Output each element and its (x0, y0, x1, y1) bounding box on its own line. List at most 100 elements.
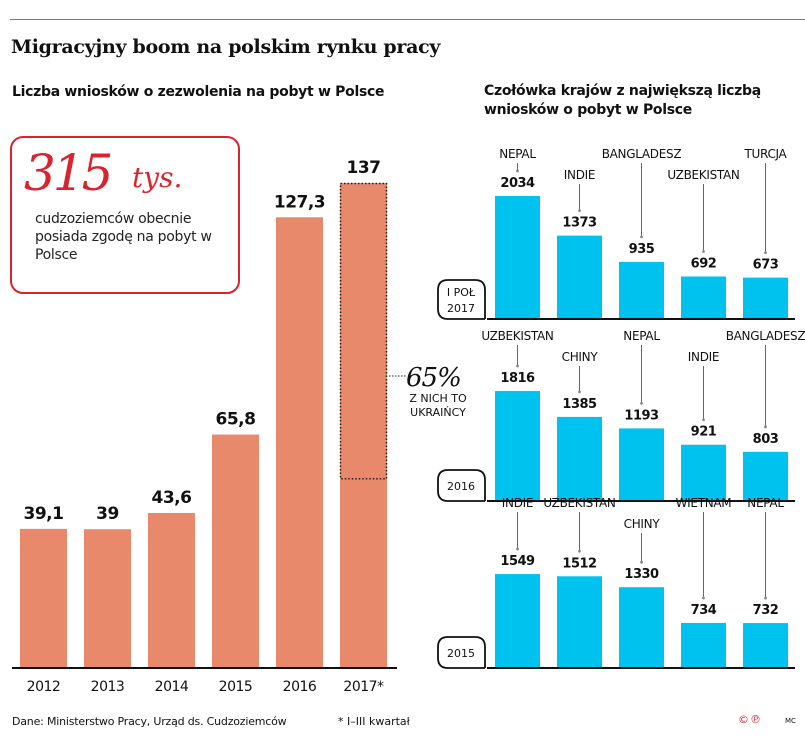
country-bar-uzbekistan (557, 576, 602, 667)
main-value-label: 65,8 (216, 410, 256, 430)
country-bar-nepal (495, 195, 540, 318)
main-year-label: 2012 (27, 679, 61, 695)
country-value-label: 732 (753, 603, 779, 618)
highlight-box (10, 136, 240, 294)
ukrainians-label-line2: UKRAIŃCY (410, 406, 466, 419)
highlight-unit: tys. (132, 161, 183, 194)
country-name-label: NEPAL (499, 147, 536, 161)
leader-dot (702, 418, 705, 422)
country-value-label: 2034 (500, 176, 535, 191)
leader-dot (516, 364, 519, 368)
leader-dot (578, 209, 581, 213)
period-label: I POŁ (447, 286, 476, 299)
country-bar-chiny (557, 416, 602, 500)
country-name-label: TURCJA (744, 147, 788, 161)
country-bar-nepal (619, 428, 664, 500)
country-bar-uzbekistan (495, 391, 540, 500)
main-bar-2014 (148, 512, 195, 667)
main-year-label: 2014 (155, 679, 189, 695)
right-chart-subtitle: Czołówka krajów z największą liczbą wnio… (484, 83, 761, 118)
period-label: 2017 (447, 302, 475, 315)
country-name-label: UZBEKISTAN (543, 496, 615, 510)
period-badge (437, 469, 486, 502)
period-badge (437, 279, 486, 320)
source-note: Dane: Ministerstwo Pracy, Urząd ds. Cudz… (12, 715, 287, 728)
country-value-label: 803 (753, 432, 779, 447)
country-name-label: UZBEKISTAN (667, 168, 739, 182)
main-value-label: 39,1 (24, 504, 64, 524)
country-name-label: INDIE (688, 350, 719, 364)
footnote: * I–III kwartał (338, 715, 410, 728)
country-bar-indie (681, 444, 726, 500)
leader-dot (640, 402, 643, 405)
main-value-label: 127,3 (274, 192, 325, 212)
country-value-label: 1193 (624, 408, 659, 423)
main-value-label: 43,6 (152, 488, 192, 508)
leader-dot (516, 547, 519, 551)
country-bar-uzbekistan (681, 276, 726, 318)
country-value-label: 1385 (562, 397, 597, 412)
page-title: Migracyjny boom na polskim rynku pracy (11, 36, 441, 58)
main-year-label: 2013 (91, 679, 125, 695)
top-rule (10, 19, 805, 20)
leader-dot (516, 169, 519, 173)
period-label: 2015 (447, 647, 475, 660)
left-chart-subtitle: Liczba wniosków o zezwolenia na pobyt w … (12, 84, 385, 100)
country-name-label: NEPAL (747, 496, 784, 510)
country-value-label: 1816 (500, 371, 535, 386)
ukrainians-share-outline (339, 182, 388, 480)
period-label: 2016 (447, 480, 475, 493)
main-year-label: 2015 (219, 679, 253, 695)
leader-dot (640, 235, 643, 239)
ukrainians-label-line1: Z NICH TO (409, 392, 467, 405)
country-bar-wietnam (681, 622, 726, 667)
country-value-label: 673 (753, 258, 779, 273)
country-name-label: INDIE (502, 496, 533, 510)
main-year-label: 2016 (283, 679, 317, 695)
country-value-label: 692 (691, 256, 717, 271)
country-value-label: 734 (691, 603, 717, 618)
leader-dot (702, 596, 705, 600)
country-bar-turcja (743, 277, 788, 318)
leader-dot (578, 549, 581, 553)
leader-dot (764, 596, 767, 600)
highlight-number: 315 (24, 144, 113, 202)
copyright-icon: ©℗ (738, 713, 762, 726)
ukrainians-label: Z NICH TO UKRAIŃCY (403, 392, 473, 420)
country-value-label: 1549 (500, 554, 535, 569)
country-name-label: UZBEKISTAN (481, 329, 553, 343)
country-bar-bangladesz (619, 261, 664, 318)
country-value-label: 1330 (624, 567, 659, 582)
main-bar-2017* (340, 183, 387, 667)
main-bar-2015 (212, 434, 259, 667)
country-name-label: INDIE (564, 168, 595, 182)
main-value-label: 137 (347, 158, 381, 178)
highlight-text: cudzoziemców obecnie posiada zgodę na po… (35, 211, 212, 263)
period-badge (437, 636, 486, 669)
leader-dot (764, 425, 767, 429)
country-name-label: CHINY (562, 350, 599, 364)
country-name-label: WIETNAM (676, 496, 732, 510)
country-bar-nepal (743, 623, 788, 667)
country-value-label: 935 (629, 242, 655, 257)
main-bar-2013 (84, 529, 131, 667)
main-value-label: 39 (96, 504, 119, 524)
country-bar-chiny (619, 587, 664, 667)
main-year-label: 2017* (343, 679, 384, 695)
country-value-label: 1512 (562, 556, 596, 571)
country-name-label: CHINY (624, 517, 661, 531)
author-initials: MC (785, 717, 796, 725)
country-value-label: 921 (691, 425, 717, 440)
leader-dot (578, 390, 581, 394)
main-bar-2012 (20, 528, 67, 667)
country-bar-indie (495, 574, 540, 667)
main-bar-2016 (276, 217, 323, 667)
country-value-label: 1373 (562, 216, 597, 231)
country-bar-indie (557, 235, 602, 318)
leader-dot (764, 251, 767, 255)
leader-dot (702, 250, 705, 253)
country-name-label: BANGLADESZ (602, 147, 682, 161)
country-bar-bangladesz (743, 451, 788, 500)
country-name-label: NEPAL (623, 329, 660, 343)
